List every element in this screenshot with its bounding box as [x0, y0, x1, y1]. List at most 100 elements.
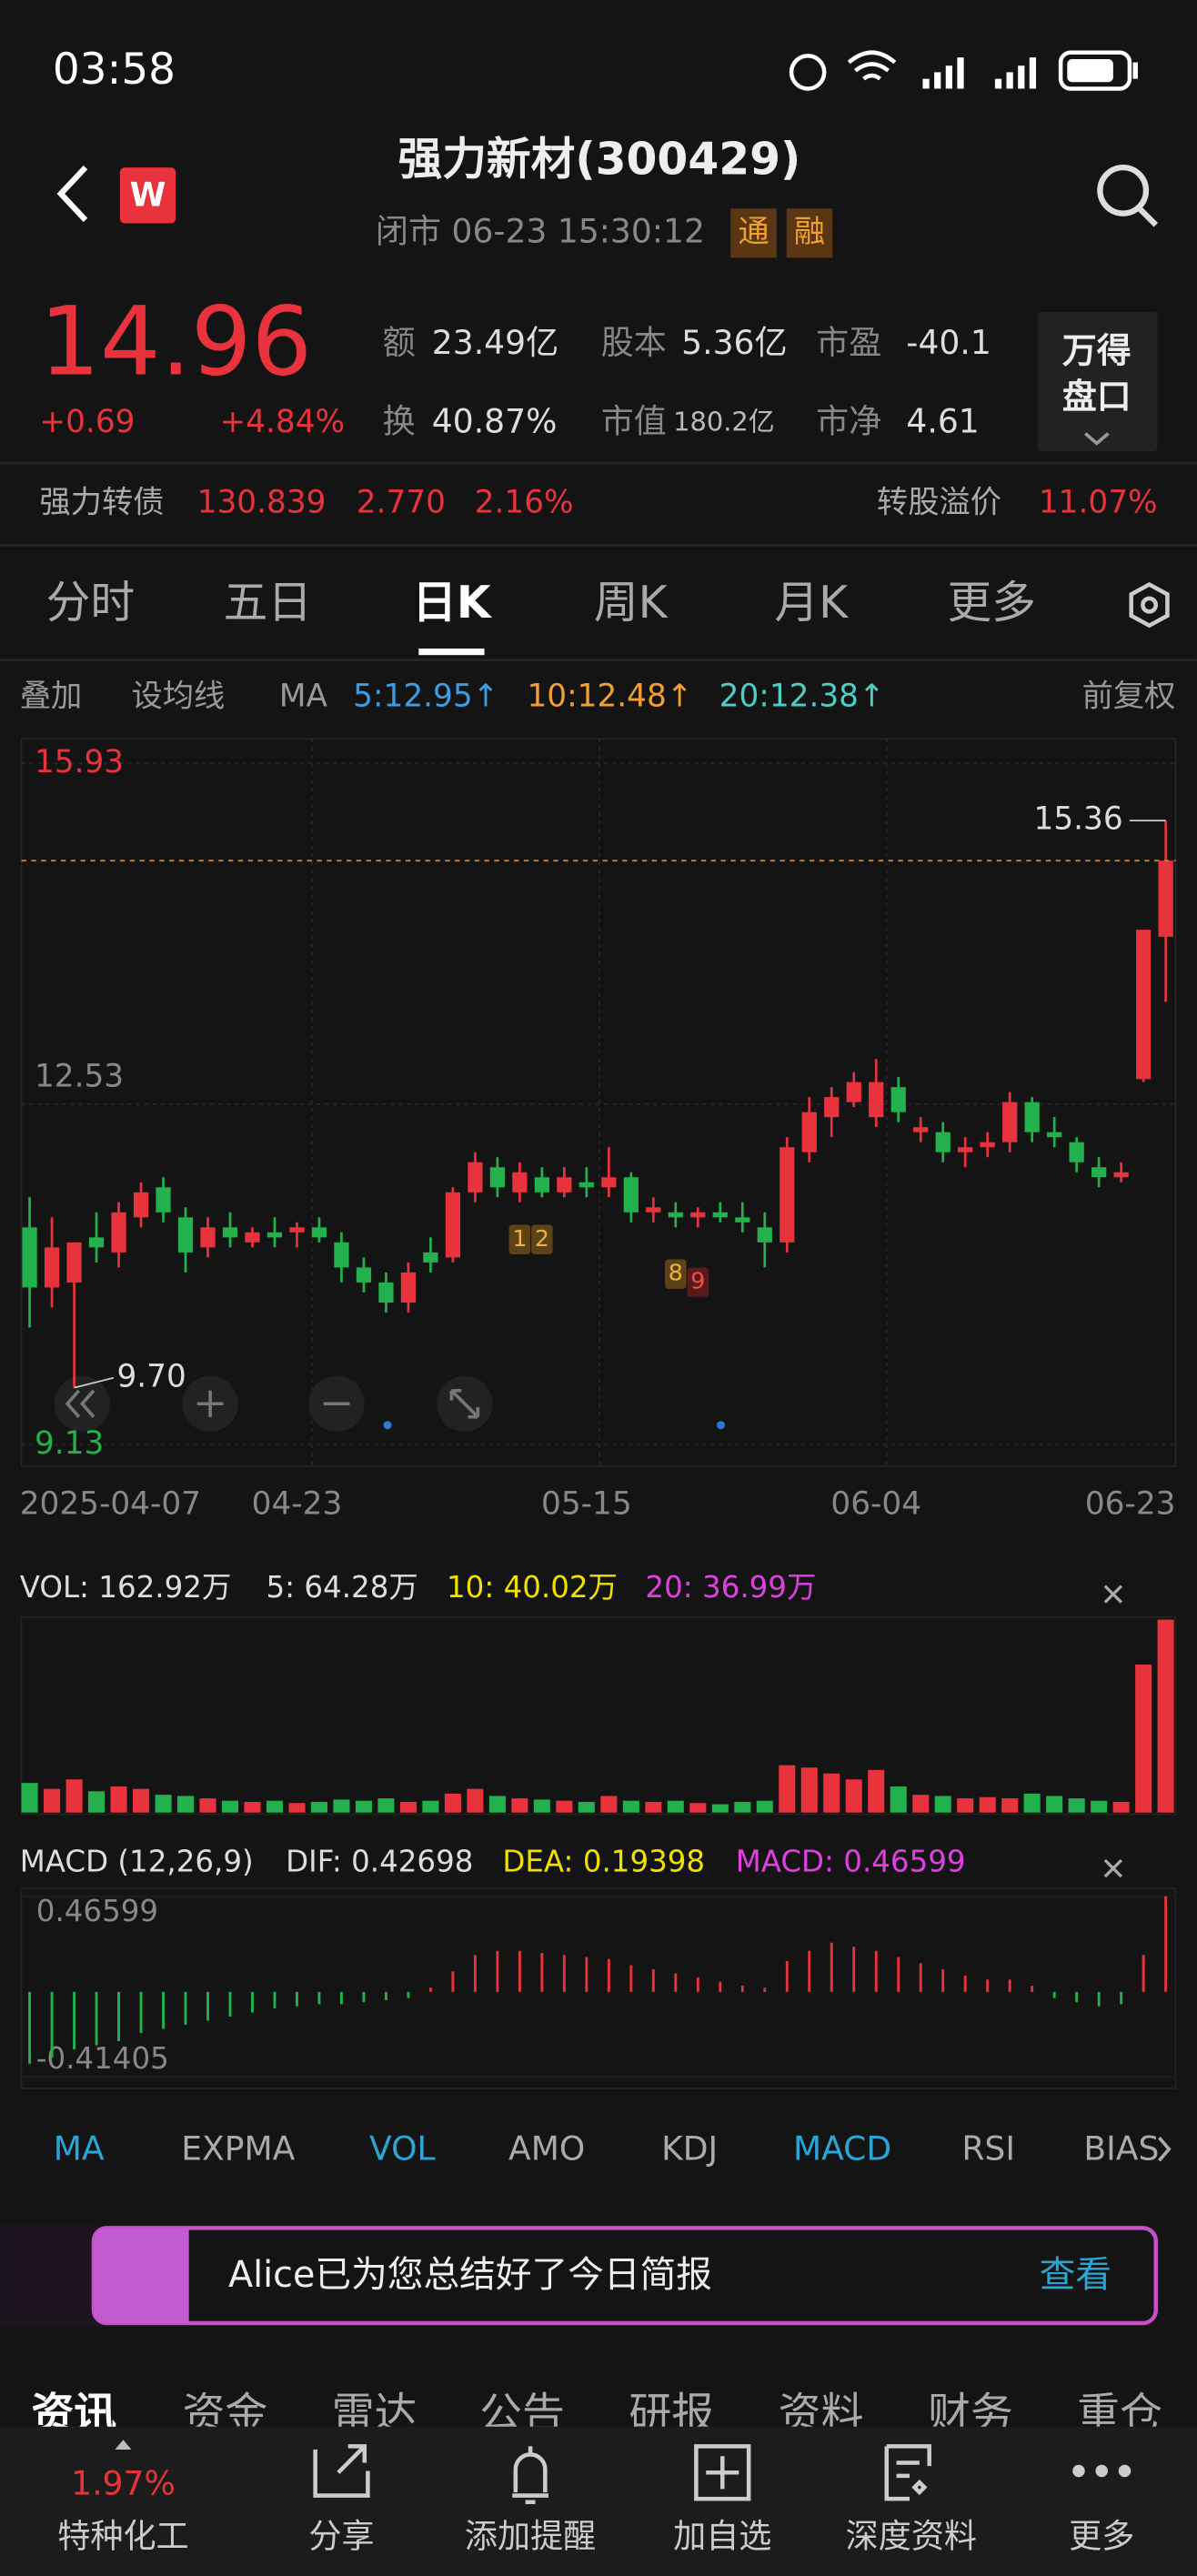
tab-underline: [418, 648, 485, 656]
adjust[interactable]: 前复权: [1082, 679, 1176, 715]
stat-label: 股本: [601, 324, 667, 362]
candle-body: [980, 1142, 995, 1148]
indicator-tab[interactable]: BIAS: [1083, 2130, 1159, 2168]
stat-value: 23.49亿: [432, 324, 558, 362]
stat-label: 额: [383, 324, 416, 362]
vertical-grid: [311, 739, 888, 1466]
volume-bar: [622, 1800, 639, 1813]
low-label: 9.70: [116, 1358, 186, 1394]
close-icons[interactable]: [1103, 1585, 1123, 1878]
banner-action[interactable]: 查看: [1040, 2254, 1112, 2296]
bottom-action[interactable]: 分享: [308, 2517, 374, 2555]
stat-value: 180.2亿: [673, 407, 774, 438]
macd-frame: [20, 1887, 1177, 2089]
x-tick-label: 06-23: [1085, 1486, 1176, 1523]
volume-bar: [176, 1796, 195, 1813]
event-badge: [665, 1259, 687, 1289]
candle-body: [267, 1232, 283, 1238]
indicator-tab[interactable]: KDJ: [661, 2130, 718, 2168]
candle-body: [423, 1252, 438, 1263]
event-label: 1: [512, 1225, 527, 1252]
volume-frame: [20, 1615, 1177, 1816]
period-tab[interactable]: 分时: [46, 578, 135, 629]
premium-label: 转股溢价: [877, 485, 1001, 521]
volume-bar: [377, 1798, 395, 1813]
candle-body: [1069, 1142, 1084, 1162]
logo: [119, 167, 176, 224]
volume-bar: [600, 1796, 618, 1813]
volume-bar: [645, 1801, 662, 1813]
indicator-tab[interactable]: EXPMA: [181, 2130, 295, 2168]
volume-bar: [467, 1788, 484, 1813]
volume-bar: [912, 1795, 930, 1813]
chevron: [1083, 432, 1110, 446]
y-tick-label: 9.13: [35, 1425, 104, 1462]
stat-value: -40.1: [906, 324, 991, 362]
bottom-action[interactable]: 更多: [1069, 2517, 1134, 2555]
bottom-bar: [0, 2426, 1197, 2576]
indicator-tab[interactable]: MA: [54, 2130, 105, 2168]
volume-legend: 5: 64.28万: [266, 1570, 417, 1605]
toolbar-item[interactable]: 叠加: [20, 679, 83, 715]
tag: 融: [794, 214, 825, 250]
clock: 03:58: [53, 45, 176, 95]
stat-label: 市净: [816, 403, 881, 441]
volume-bar: [868, 1769, 885, 1813]
sector-change: 1.97%: [71, 2465, 176, 2503]
depth-button-label[interactable]: 盘口: [1062, 377, 1132, 417]
candle-body: [780, 1147, 795, 1243]
indicator-tab[interactable]: MACD: [793, 2130, 891, 2168]
tag-box: [786, 208, 833, 258]
depth-button[interactable]: [1037, 311, 1158, 452]
stat-label: 市盈: [816, 324, 881, 362]
candle-body: [311, 1227, 327, 1238]
banner-glow: [0, 2224, 99, 2327]
volume-bar: [689, 1803, 707, 1813]
low-pointer: [74, 1376, 115, 1389]
bottom-action[interactable]: 添加提醒: [465, 2517, 596, 2555]
sector-name[interactable]: 特种化工: [57, 2517, 188, 2555]
volume-bar: [65, 1779, 83, 1813]
volume-bar: [221, 1800, 239, 1813]
bottom-action[interactable]: 加自选: [673, 2517, 771, 2555]
period-tab[interactable]: 更多: [948, 578, 1036, 629]
logo-mark: W: [130, 176, 166, 215]
search-button[interactable]: [1097, 164, 1159, 227]
period-tab[interactable]: 月K: [774, 578, 849, 629]
candle-body: [468, 1162, 483, 1192]
market-status: 闭市 06-23 15:30:12: [376, 212, 705, 250]
bottom-action[interactable]: 深度资料: [846, 2517, 977, 2555]
toolbar-item[interactable]: MA: [279, 679, 328, 715]
candle-body: [712, 1212, 728, 1218]
volume-bar: [845, 1779, 862, 1813]
candle-body: [646, 1207, 661, 1213]
volume-bar: [1091, 1800, 1108, 1813]
period-tab[interactable]: 周K: [594, 578, 669, 629]
indicator-tab[interactable]: VOL: [369, 2130, 436, 2168]
macd-legend: MACD (12,26,9): [20, 1845, 254, 1879]
candle-body: [958, 1147, 973, 1152]
indicator-tab[interactable]: RSI: [961, 2130, 1015, 2168]
candle-body: [133, 1192, 149, 1218]
period-tab[interactable]: 五日: [224, 578, 312, 629]
depth-button-label[interactable]: 万得: [1062, 331, 1132, 371]
candle-body: [222, 1227, 238, 1238]
volume-bar: [734, 1801, 751, 1813]
event-label: 8: [669, 1260, 683, 1286]
settings-icon[interactable]: [1129, 581, 1170, 629]
toolbar-item[interactable]: 设均线: [131, 679, 225, 715]
candle-body: [1113, 1172, 1129, 1178]
y-tick-label: 12.53: [35, 1058, 124, 1094]
period-tab[interactable]: 日K: [412, 578, 493, 629]
volume-bar: [1001, 1798, 1019, 1813]
volume-bar: [667, 1800, 684, 1813]
volume-bar: [44, 1788, 61, 1813]
back-button[interactable]: [56, 165, 88, 223]
macd-tick-label: 0.46599: [36, 1894, 158, 1928]
indicator-tab[interactable]: AMO: [508, 2130, 585, 2168]
volume-bar: [133, 1788, 150, 1813]
volume-bar: [711, 1804, 729, 1813]
volume-bar: [556, 1800, 573, 1813]
volume-bar: [934, 1796, 951, 1813]
